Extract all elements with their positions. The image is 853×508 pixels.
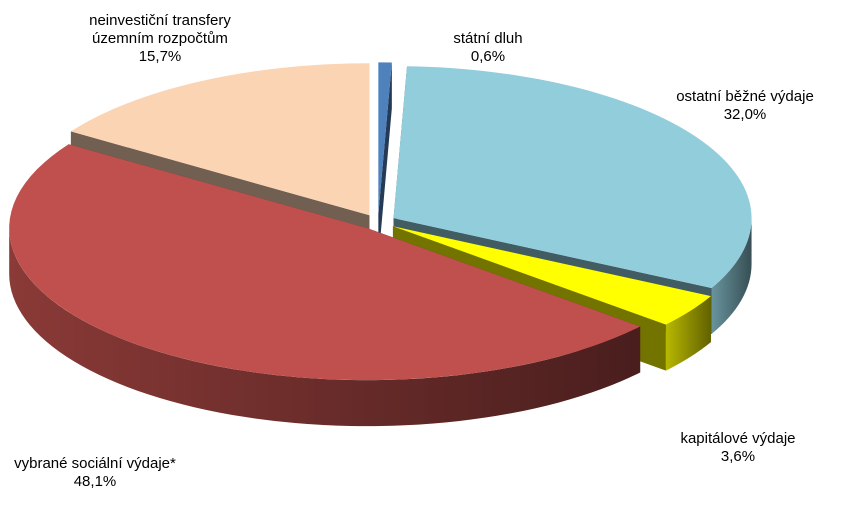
value-label: 32,0% [723, 106, 767, 123]
value-label: 48,1% [73, 473, 117, 490]
category-label: vybrané sociální výdaje* [14, 455, 176, 472]
slice [392, 226, 711, 325]
slice-wall [378, 62, 392, 261]
slice-side [665, 296, 711, 371]
category-label: neinvestiční transfery územním rozpočtům [89, 12, 231, 47]
slice [70, 63, 370, 216]
category-label: státní dluh [453, 30, 523, 47]
slice [378, 62, 392, 215]
slice-label: vybrané sociální výdaje* 48,1% [10, 455, 180, 491]
category-label: ostatní běžné výdaje [676, 88, 814, 105]
slice-label: neinvestiční transfery územním rozpočtům… [60, 12, 260, 66]
value-label: 3,6% [720, 448, 756, 465]
slice-label: kapitálové výdaje 3,6% [658, 430, 818, 466]
slice [9, 144, 641, 381]
slice-label: státní dluh 0,6% [428, 30, 548, 66]
slice [393, 66, 752, 289]
value-label: 0,6% [470, 48, 506, 65]
slice-label: ostatní běžné výdaje 32,0% [645, 88, 845, 124]
category-label: kapitálové výdaje [680, 430, 796, 447]
slice-side [711, 218, 752, 335]
slice-side [9, 228, 641, 427]
value-label: 15,7% [138, 48, 182, 65]
